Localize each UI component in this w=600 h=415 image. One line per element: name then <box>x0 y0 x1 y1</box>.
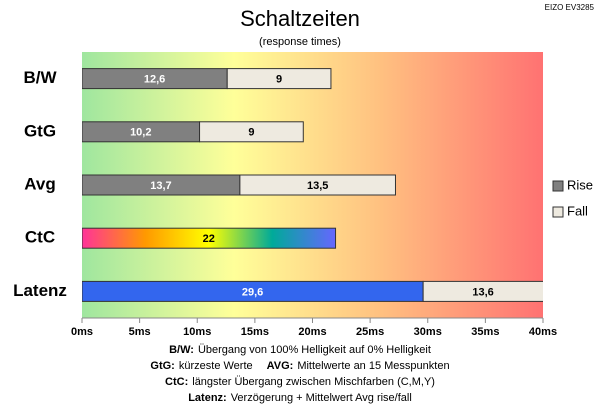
value-label: 22 <box>203 233 215 245</box>
note-text: Verzögerung + Mittelwert Avg rise/fall <box>231 392 412 404</box>
note-line: Latenz: Verzögerung + Mittelwert Avg rise… <box>188 392 412 404</box>
value-label: 9 <box>248 127 254 139</box>
note-text: längster Übergang zwischen Mischfarben (… <box>192 376 435 388</box>
x-tick-label: 20ms <box>298 326 326 338</box>
bar-segment <box>239 174 396 196</box>
category-label: B/W <box>23 68 57 87</box>
note-line: B/W: Übergang von 100% Helligkeit auf 0% … <box>169 344 431 356</box>
x-tick-label: 0ms <box>71 326 93 338</box>
corner-label: EIZO EV3285 <box>545 3 595 12</box>
note-text: Übergang von 100% Helligkeit auf 0% Hell… <box>198 344 431 356</box>
category-label: CtC <box>25 228 55 247</box>
note-text: kürzeste Werte <box>179 360 253 372</box>
x-tick-label: 40ms <box>529 326 557 338</box>
chart-subtitle: (response times) <box>259 36 341 48</box>
note-term: Latenz: <box>188 392 227 404</box>
legend-label: Rise <box>567 177 593 192</box>
value-label: 9 <box>276 74 282 86</box>
category-label: Latenz <box>13 281 67 300</box>
legend-swatch <box>552 206 564 218</box>
note-text: Mittelwerte an 15 Messpunkten <box>297 360 449 372</box>
note-line: CtC: längster Übergang zwischen Mischfarb… <box>165 376 435 388</box>
value-label: 12,6 <box>144 74 165 86</box>
x-tick-label: 35ms <box>471 326 499 338</box>
value-label: 29,6 <box>242 286 263 298</box>
note-term: B/W: <box>169 344 194 356</box>
legend-label: Fall <box>567 203 588 218</box>
note-line: GtG: kürzeste Werte AVG: Mittelwerte an 15 … <box>150 360 449 372</box>
bar-segment <box>82 227 337 249</box>
x-tick-label: 25ms <box>356 326 384 338</box>
plot: 12,6 9 10,2 9 13,7 13,5 22 29,6 13,6 <box>82 68 543 302</box>
value-label: 13,7 <box>150 180 171 192</box>
bar-segment <box>199 121 304 143</box>
value-label: 13,6 <box>472 286 493 298</box>
bar-segment <box>226 68 332 90</box>
x-tick-label: 5ms <box>129 326 151 338</box>
x-tick-label: 30ms <box>414 326 442 338</box>
legend-swatch <box>552 180 564 192</box>
x-tick-label: 15ms <box>241 326 269 338</box>
category-label: GtG <box>24 121 56 140</box>
bar-segment <box>422 280 543 302</box>
note-term: GtG: <box>150 360 174 372</box>
category-label: Avg <box>24 174 56 193</box>
chart-title: Schaltzeiten <box>240 6 360 31</box>
value-label: 13,5 <box>307 180 328 192</box>
note-term: CtC: <box>165 376 188 388</box>
note-term: AVG: <box>267 360 294 372</box>
value-label: 10,2 <box>130 127 151 139</box>
x-tick-label: 10ms <box>183 326 211 338</box>
